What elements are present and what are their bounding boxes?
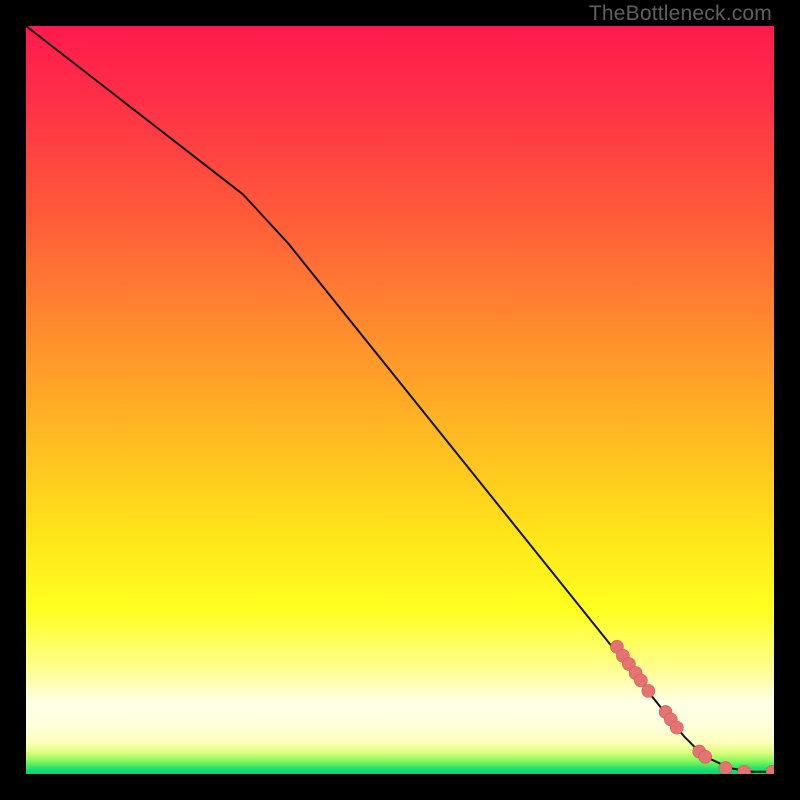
watermark-text: TheBottleneck.com	[589, 2, 772, 26]
bottleneck-curve	[26, 26, 774, 772]
data-point-marker	[642, 684, 655, 697]
data-point-marker	[766, 765, 774, 774]
chart-overlay	[26, 26, 774, 774]
data-point-marker	[738, 765, 751, 774]
data-point-marker	[699, 750, 712, 763]
data-point-marker	[719, 762, 732, 774]
data-point-marker	[670, 721, 683, 734]
plot-area	[26, 26, 774, 774]
chart-frame: TheBottleneck.com	[0, 0, 800, 800]
